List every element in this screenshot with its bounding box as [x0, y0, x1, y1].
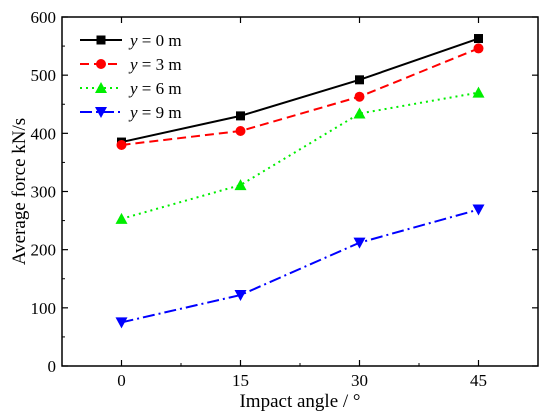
data-point [353, 107, 366, 119]
series-line [121, 208, 479, 324]
series-line [121, 37, 479, 144]
legend-marker [95, 82, 107, 93]
series-line [121, 91, 479, 220]
series-3 [115, 204, 485, 329]
data-point [472, 204, 485, 216]
y-tick-label: 400 [31, 124, 57, 143]
legend-label: y = 3 m [128, 55, 182, 74]
legend-value: = 6 m [138, 79, 182, 98]
legend-label: y = 9 m [128, 103, 182, 122]
legend: y = 0 my = 3 my = 6 my = 9 m [80, 31, 182, 122]
plot-area [115, 34, 485, 329]
series-line [121, 47, 479, 146]
legend-label: y = 0 m [128, 31, 182, 50]
y-tick-label: 0 [48, 357, 57, 376]
y-tick-label: 100 [31, 299, 57, 318]
x-tick-label: 15 [232, 371, 249, 390]
data-point [236, 111, 245, 121]
legend-variable: y [128, 55, 138, 74]
data-point [473, 43, 484, 54]
y-tick-label: 300 [31, 183, 57, 202]
legend-variable: y [128, 31, 138, 50]
y-tick-label: 200 [31, 241, 57, 260]
legend-label: y = 6 m [128, 79, 182, 98]
x-tick-label: 45 [470, 371, 487, 390]
data-point [474, 34, 483, 44]
legend-value: = 9 m [138, 103, 182, 122]
data-point [354, 91, 365, 102]
x-tick-label: 30 [351, 371, 368, 390]
y-tick-label: 500 [31, 66, 57, 85]
data-point [115, 212, 128, 224]
data-point [353, 237, 366, 249]
legend-marker [96, 35, 106, 45]
data-point [234, 290, 247, 302]
legend-value: = 3 m [138, 55, 182, 74]
data-point [115, 317, 128, 329]
y-axis-title: Average force kN/s [9, 118, 30, 265]
x-axis-title: Impact angle / ° [239, 391, 360, 412]
data-point [234, 179, 247, 191]
x-tick-label: 0 [117, 371, 126, 390]
y-axis: 0 100 200 300 400 500 600 [31, 8, 538, 376]
series-2 [115, 86, 485, 224]
legend-marker [95, 107, 107, 118]
legend-value: = 0 m [138, 31, 182, 50]
y-tick-label: 600 [31, 8, 57, 27]
data-point [355, 75, 364, 85]
data-point [472, 86, 485, 98]
legend-variable: y [128, 79, 138, 98]
legend-marker [96, 59, 106, 69]
data-point [235, 126, 246, 137]
series-1 [116, 43, 484, 150]
x-axis: 0 15 30 45 [117, 17, 487, 390]
data-point [116, 139, 127, 150]
legend-variable: y [128, 103, 138, 122]
